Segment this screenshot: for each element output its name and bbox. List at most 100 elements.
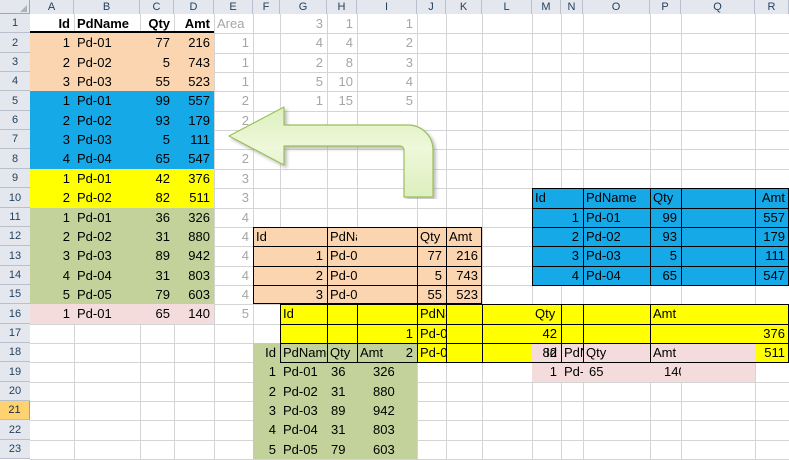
pink-cell-amt[interactable]: 140 bbox=[664, 364, 681, 379]
green-cell-qty[interactable]: 31 bbox=[331, 422, 346, 437]
source-header-id[interactable]: Id bbox=[58, 16, 70, 31]
counts-cell-g[interactable]: 5 bbox=[315, 74, 323, 89]
source-cell-id[interactable]: 3 bbox=[62, 132, 70, 147]
source-cell-id[interactable]: 3 bbox=[62, 248, 70, 263]
yellow-header-id[interactable]: Id bbox=[283, 306, 294, 321]
blue-header-id[interactable]: Id bbox=[535, 190, 546, 205]
source-cell-area[interactable]: 2 bbox=[241, 113, 249, 128]
green-cell-pdname[interactable]: Pd-02 bbox=[283, 384, 318, 399]
green-cell-amt[interactable]: 803 bbox=[373, 422, 395, 437]
row-header-7[interactable]: 7 bbox=[0, 130, 30, 149]
yellow-cell-amt[interactable]: 376 bbox=[763, 326, 785, 341]
column-header-j[interactable]: J bbox=[417, 0, 446, 14]
peach-cell-qty[interactable]: 5 bbox=[434, 268, 442, 283]
source-cell-qty[interactable]: 79 bbox=[155, 287, 170, 302]
source-cell-amt[interactable]: 743 bbox=[188, 55, 210, 70]
source-cell-qty[interactable]: 77 bbox=[155, 35, 170, 50]
yellow-header-pdname[interactable]: PdName bbox=[420, 306, 446, 321]
source-cell-pdname[interactable]: Pd-02 bbox=[77, 229, 112, 244]
column-header-b[interactable]: B bbox=[74, 0, 140, 14]
source-cell-amt[interactable]: 140 bbox=[188, 306, 210, 321]
column-header-p[interactable]: P bbox=[650, 0, 681, 14]
green-cell-amt[interactable]: 880 bbox=[373, 384, 395, 399]
source-cell-qty[interactable]: 55 bbox=[155, 74, 170, 89]
blue-cell-pdname[interactable]: Pd-04 bbox=[586, 268, 621, 283]
source-cell-id[interactable]: 1 bbox=[62, 35, 70, 50]
row-header-9[interactable]: 9 bbox=[0, 169, 30, 188]
source-cell-id[interactable]: 1 bbox=[62, 306, 70, 321]
source-cell-amt[interactable]: 603 bbox=[188, 287, 210, 302]
row-header-10[interactable]: 10 bbox=[0, 188, 30, 208]
peach-cell-pdname[interactable]: Pd-01 bbox=[330, 248, 357, 263]
counts-cell-i[interactable]: 4 bbox=[405, 74, 413, 89]
row-header-15[interactable]: 15 bbox=[0, 285, 30, 304]
source-cell-id[interactable]: 2 bbox=[62, 229, 70, 244]
peach-cell-qty[interactable]: 55 bbox=[427, 287, 442, 302]
source-cell-pdname[interactable]: Pd-02 bbox=[77, 190, 112, 205]
yellow-cell-amt[interactable]: 511 bbox=[764, 345, 785, 360]
counts-cell-g[interactable]: 3 bbox=[315, 16, 323, 31]
source-cell-amt[interactable]: 326 bbox=[188, 210, 210, 225]
peach-header-pdname[interactable]: PdName bbox=[330, 229, 357, 244]
pink-header-qty[interactable]: Qty bbox=[586, 345, 607, 360]
source-cell-id[interactable]: 3 bbox=[62, 74, 70, 89]
source-cell-amt[interactable]: 511 bbox=[189, 190, 210, 205]
row-header-2[interactable]: 2 bbox=[0, 33, 30, 53]
blue-header-amt[interactable]: Amt bbox=[761, 190, 785, 205]
green-cell-amt[interactable]: 326 bbox=[373, 364, 395, 379]
blue-cell-amt[interactable]: 547 bbox=[763, 268, 785, 283]
green-cell-id[interactable]: 4 bbox=[268, 422, 276, 437]
green-cell-qty[interactable]: 31 bbox=[331, 384, 346, 399]
source-cell-area[interactable]: 3 bbox=[241, 171, 249, 186]
source-cell-area[interactable]: 2 bbox=[241, 93, 249, 108]
pink-header-id[interactable]: Id bbox=[546, 345, 557, 360]
blue-cell-amt[interactable]: 111 bbox=[765, 248, 785, 263]
blue-cell-pdname[interactable]: Pd-02 bbox=[586, 229, 621, 244]
column-header-g[interactable]: G bbox=[280, 0, 327, 14]
yellow-header-amt[interactable]: Amt bbox=[653, 306, 677, 321]
row-header-3[interactable]: 3 bbox=[0, 53, 30, 72]
peach-cell-pdname[interactable]: Pd-02 bbox=[330, 268, 357, 283]
source-cell-amt[interactable]: 547 bbox=[188, 151, 210, 166]
row-header-8[interactable]: 8 bbox=[0, 149, 30, 169]
green-cell-amt[interactable]: 603 bbox=[373, 442, 395, 457]
yellow-cell-id[interactable]: 1 bbox=[405, 326, 413, 341]
blue-cell-id[interactable]: 4 bbox=[571, 268, 579, 283]
row-header-17[interactable]: 17 bbox=[0, 324, 30, 343]
source-cell-id[interactable]: 2 bbox=[62, 55, 70, 70]
source-cell-pdname[interactable]: Pd-03 bbox=[77, 74, 112, 89]
column-header-d[interactable]: D bbox=[174, 0, 214, 14]
source-cell-area[interactable]: 4 bbox=[241, 210, 249, 225]
source-cell-pdname[interactable]: Pd-03 bbox=[77, 132, 112, 147]
green-header-id[interactable]: Id bbox=[265, 345, 276, 360]
blue-cell-id[interactable]: 3 bbox=[571, 248, 579, 263]
peach-cell-qty[interactable]: 77 bbox=[427, 248, 442, 263]
source-header-qty[interactable]: Qty bbox=[148, 16, 170, 31]
source-header-area[interactable]: Area bbox=[217, 16, 245, 31]
row-header-16[interactable]: 16 bbox=[0, 304, 30, 324]
blue-cell-pdname[interactable]: Pd-03 bbox=[586, 248, 621, 263]
source-cell-amt[interactable]: 523 bbox=[188, 74, 210, 89]
source-cell-qty[interactable]: 89 bbox=[155, 248, 170, 263]
source-cell-pdname[interactable]: Pd-01 bbox=[77, 93, 112, 108]
row-header-21[interactable]: 21 bbox=[0, 401, 30, 420]
blue-cell-qty[interactable]: 5 bbox=[669, 248, 677, 263]
source-cell-id[interactable]: 4 bbox=[62, 151, 70, 166]
bent-left-arrow-shape[interactable] bbox=[228, 104, 473, 199]
pink-cell-pdname[interactable]: Pd-01 bbox=[564, 364, 583, 379]
source-cell-id[interactable]: 4 bbox=[62, 268, 70, 283]
green-cell-id[interactable]: 2 bbox=[268, 384, 276, 399]
source-cell-qty[interactable]: 31 bbox=[155, 268, 170, 283]
source-cell-pdname[interactable]: Pd-02 bbox=[77, 55, 112, 70]
green-cell-qty[interactable]: 79 bbox=[331, 442, 346, 457]
counts-cell-i[interactable]: 1 bbox=[405, 16, 413, 31]
source-cell-qty[interactable]: 65 bbox=[155, 306, 170, 321]
column-header-l[interactable]: L bbox=[482, 0, 532, 14]
source-cell-area[interactable]: 1 bbox=[241, 55, 249, 70]
column-header-i[interactable]: I bbox=[357, 0, 417, 14]
source-cell-pdname[interactable]: Pd-01 bbox=[77, 171, 112, 186]
source-cell-amt[interactable]: 803 bbox=[188, 268, 210, 283]
source-cell-amt[interactable]: 216 bbox=[188, 35, 210, 50]
green-cell-id[interactable]: 5 bbox=[268, 442, 276, 457]
row-header-12[interactable]: 12 bbox=[0, 227, 30, 246]
